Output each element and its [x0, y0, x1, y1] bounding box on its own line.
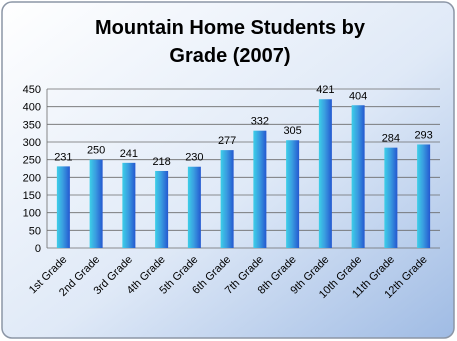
data-label: 332 [251, 116, 269, 128]
data-label: 421 [316, 84, 334, 96]
y-tick-label: 100 [23, 208, 41, 220]
bar [56, 166, 70, 248]
data-label: 404 [349, 90, 367, 102]
bar [253, 130, 267, 248]
y-tick-label: 350 [23, 119, 41, 131]
data-label: 305 [283, 125, 301, 137]
y-tick-label: 200 [23, 172, 41, 184]
y-tick-label: 400 [23, 102, 41, 114]
data-label: 293 [414, 129, 432, 141]
data-label: 230 [185, 152, 203, 164]
y-tick-label: 250 [23, 155, 41, 167]
y-tick-label: 150 [23, 190, 41, 202]
y-tick-label: 300 [23, 137, 41, 149]
bar [384, 147, 398, 248]
data-label: 250 [87, 145, 105, 157]
bar [417, 144, 431, 248]
bar [318, 99, 332, 248]
bar [155, 170, 169, 248]
data-label: 231 [54, 151, 72, 163]
data-label: 218 [152, 156, 170, 168]
bar [89, 159, 103, 248]
y-tick-label: 0 [35, 243, 41, 255]
bar [286, 140, 300, 248]
chart-title: Mountain Home Students by Grade (2007) [95, 17, 365, 67]
data-label: 241 [120, 148, 138, 160]
bar [122, 162, 136, 248]
data-label: 284 [382, 133, 400, 145]
bar [220, 150, 234, 248]
bar [187, 166, 201, 248]
data-label: 277 [218, 135, 236, 147]
y-tick-label: 50 [29, 225, 41, 237]
y-tick-label: 450 [23, 84, 41, 96]
bar [351, 105, 365, 249]
